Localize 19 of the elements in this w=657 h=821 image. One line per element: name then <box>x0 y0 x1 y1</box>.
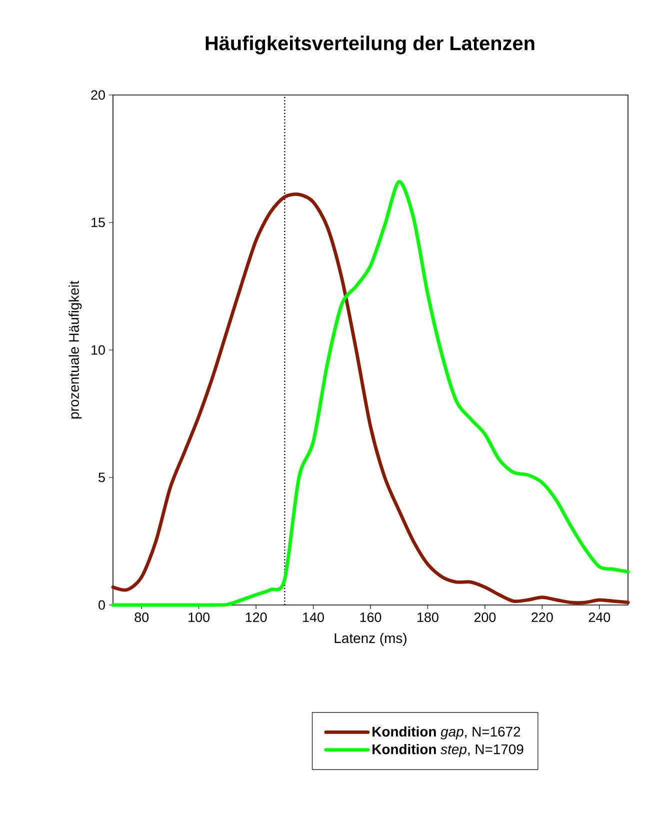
x-tick-label: 120 <box>246 612 267 622</box>
x-tick-label: 80 <box>134 612 149 622</box>
y-tick-label: 0 <box>98 600 105 610</box>
x-tick-label: 220 <box>532 612 553 622</box>
y-tick-label: 10 <box>92 345 105 355</box>
y-tick-label: 5 <box>98 472 105 482</box>
y-tick-label: 20 <box>91 90 105 100</box>
legend-label: Kondition step, N=1709 <box>372 744 524 757</box>
x-tick-label: 140 <box>303 612 324 622</box>
x-tick-label: 240 <box>588 612 610 622</box>
chart-title: Häufigkeitsverteilung der Latenzen <box>206 36 534 54</box>
y-axis-title: prozentuale Häufigkeit <box>68 280 82 418</box>
legend-label: Kondition gap, N=1672 <box>372 726 520 740</box>
x-tick-label: 160 <box>360 612 382 622</box>
x-tick-label: 180 <box>418 612 438 622</box>
x-tick-label: 200 <box>474 612 496 622</box>
y-tick-label: 15 <box>92 218 105 228</box>
x-tick-label: 100 <box>188 612 210 622</box>
x-axis-title: Latenz (ms) <box>334 632 406 646</box>
